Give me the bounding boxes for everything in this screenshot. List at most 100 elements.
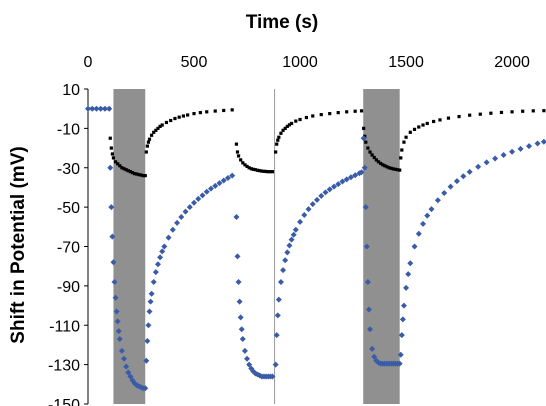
data-point <box>438 118 442 122</box>
data-point <box>400 148 404 152</box>
data-point <box>453 178 460 185</box>
data-point <box>244 355 251 362</box>
data-point <box>542 109 546 113</box>
data-point <box>385 165 389 169</box>
data-point <box>389 166 393 170</box>
data-point <box>233 213 240 220</box>
data-point <box>372 155 376 160</box>
data-point <box>499 110 504 115</box>
data-point <box>89 105 96 112</box>
data-point <box>191 199 198 206</box>
data-point <box>146 308 153 315</box>
data-point <box>234 142 239 146</box>
data-point <box>118 347 125 354</box>
data-point <box>326 186 333 193</box>
data-point <box>135 172 139 176</box>
data-point <box>139 173 143 177</box>
data-point <box>424 212 431 219</box>
data-point <box>294 119 298 123</box>
data-point <box>347 174 354 181</box>
data-point <box>264 169 268 174</box>
data-point <box>360 135 367 142</box>
data-point <box>381 163 385 167</box>
data-point <box>395 168 400 172</box>
data-point <box>270 170 275 174</box>
y-tick-label: -30 <box>57 161 80 178</box>
data-point <box>109 146 113 150</box>
data-point <box>393 167 398 171</box>
data-point <box>286 242 293 249</box>
data-point <box>292 226 299 233</box>
data-point <box>352 172 359 179</box>
data-point <box>126 169 130 173</box>
data-point <box>144 338 151 344</box>
data-point <box>415 230 422 237</box>
data-point <box>521 109 525 113</box>
data-point <box>400 302 407 309</box>
x-tick-label: 1000 <box>282 54 318 71</box>
data-point <box>460 173 467 180</box>
data-point <box>364 140 368 144</box>
data-point <box>478 112 482 116</box>
data-point <box>411 243 418 250</box>
data-point <box>181 114 186 118</box>
data-point <box>238 326 245 333</box>
data-point <box>145 144 149 148</box>
data-point <box>234 253 241 260</box>
data-point <box>407 260 414 267</box>
data-point <box>492 155 499 162</box>
data-point <box>368 150 372 154</box>
data-point <box>251 167 255 171</box>
data-point <box>387 166 391 170</box>
data-point <box>290 231 297 238</box>
data-point <box>509 148 516 155</box>
data-point <box>199 192 206 199</box>
data-point <box>318 192 325 199</box>
data-point <box>311 114 315 118</box>
data-point <box>421 123 425 127</box>
data-point <box>328 112 332 116</box>
data-point <box>483 159 490 166</box>
data-point <box>216 180 223 187</box>
data-point <box>441 189 448 196</box>
data-point <box>397 351 404 358</box>
data-point <box>447 183 454 190</box>
data-point <box>276 138 280 142</box>
data-point <box>120 166 124 170</box>
data-point <box>266 170 270 174</box>
data-point <box>235 150 240 154</box>
y-tick-label: -70 <box>57 240 80 257</box>
data-point <box>246 361 253 368</box>
data-point <box>107 164 114 171</box>
data-point <box>284 249 291 256</box>
data-point <box>432 119 436 124</box>
data-point <box>207 185 214 192</box>
data-point <box>148 290 155 297</box>
data-point <box>417 125 421 129</box>
data-point <box>123 363 130 370</box>
data-point <box>466 168 473 175</box>
data-point <box>174 219 181 226</box>
data-point <box>143 357 150 364</box>
data-point <box>434 197 441 204</box>
data-point <box>258 169 262 173</box>
data-point <box>517 145 524 152</box>
data-point <box>376 160 381 164</box>
data-point <box>127 373 134 380</box>
data-point <box>115 328 122 335</box>
data-point <box>156 126 160 130</box>
data-point <box>363 243 370 250</box>
data-point <box>379 161 383 166</box>
data-point <box>298 117 302 122</box>
data-point <box>280 267 287 274</box>
data-point <box>374 158 378 162</box>
x-tick-labels: 0 500 1000 1500 2000 <box>84 54 530 71</box>
data-point <box>165 234 172 241</box>
data-point <box>319 112 323 117</box>
data-point <box>534 140 541 147</box>
data-point <box>314 196 320 203</box>
data-point <box>160 123 164 127</box>
y-tick-label: 10 <box>62 82 80 99</box>
data-point <box>145 322 152 329</box>
data-point <box>154 128 158 132</box>
